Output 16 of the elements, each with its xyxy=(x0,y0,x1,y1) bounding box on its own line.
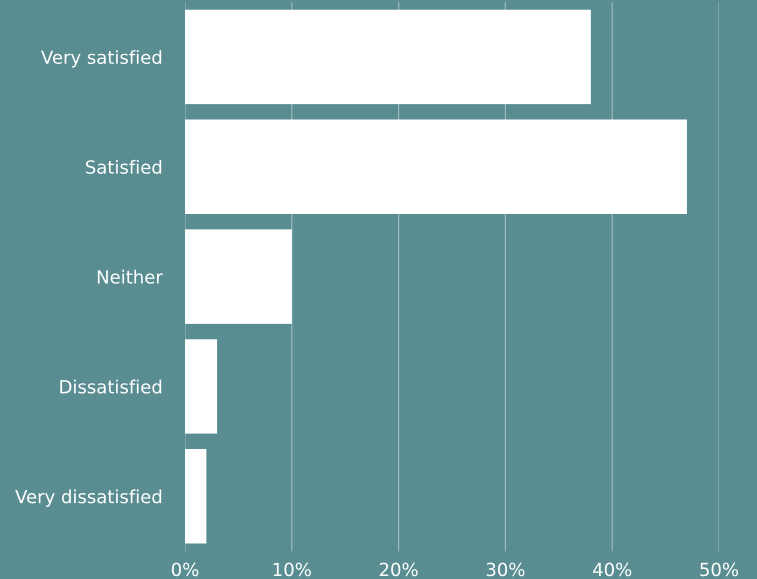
y-tick-label: Dissatisfied xyxy=(60,380,162,394)
bar xyxy=(185,449,206,544)
y-tick-label: Very dissatisfied xyxy=(15,489,162,507)
x-tick-label: 40% xyxy=(593,562,632,576)
y-tick-label: Satisfied xyxy=(86,160,162,174)
x-tick-label: 10% xyxy=(274,562,311,576)
bar xyxy=(185,339,218,434)
x-tick-label: 20% xyxy=(380,562,418,576)
x-tick-label: 0% xyxy=(172,562,198,576)
y-tick-label: Very satisfied xyxy=(41,50,162,68)
x-tick-label: 30% xyxy=(486,562,524,576)
y-tick-label: Neither xyxy=(98,270,163,284)
x-tick-label: 50% xyxy=(700,562,738,576)
bar xyxy=(185,120,687,214)
bar xyxy=(185,229,292,324)
bar xyxy=(185,10,591,104)
